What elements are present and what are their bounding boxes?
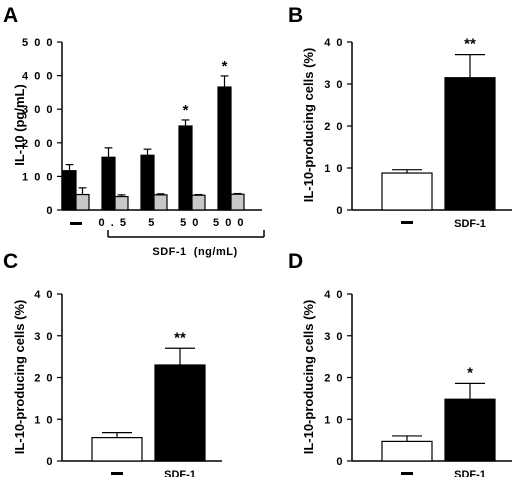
- y-tick-label-a: 1 0 0: [22, 171, 54, 183]
- y-tick-label-d: 1 0: [324, 414, 344, 426]
- y-tick-label-b: 0: [336, 205, 344, 217]
- y-axis-label-b: IL-10-producing cells (%): [301, 48, 316, 203]
- y-tick-label-b: 4 0: [324, 37, 344, 49]
- bar-a-secondary: [75, 193, 90, 211]
- y-tick-label-d: 2 0: [324, 373, 344, 385]
- category-dash-a: [70, 222, 82, 225]
- significance-marker-d: *: [467, 364, 473, 381]
- bar-a-secondary: [153, 194, 168, 211]
- y-tick-label-c: 2 0: [34, 373, 54, 385]
- bar-a-primary: [62, 170, 77, 211]
- panel-letter-b: B: [288, 4, 303, 27]
- y-tick-label-a: 5 0 0: [22, 37, 54, 49]
- bar-a-primary: [140, 154, 155, 211]
- bar-a-primary: [217, 86, 232, 211]
- bar-d: [381, 440, 433, 462]
- bar-a-primary: [101, 156, 116, 211]
- significance-marker-a: *: [222, 58, 228, 75]
- y-tick-label-d: 3 0: [324, 331, 344, 343]
- panel-letter-a: A: [3, 4, 18, 27]
- x-tick-label-b: SDF-1: [454, 218, 486, 230]
- y-tick-label-c: 0: [46, 456, 54, 468]
- y-tick-label-b: 1 0: [324, 163, 344, 175]
- bar-b: [381, 172, 433, 211]
- x-tick-label-d: SDF-1: [454, 469, 486, 477]
- y-axis-label-d: IL-10-producing cells (%): [301, 300, 316, 455]
- x-tick-label-c: SDF-1: [164, 469, 196, 477]
- panel-letter-c: C: [3, 250, 18, 273]
- y-axis-label-a: IL-10 (pg/mL): [12, 84, 27, 166]
- y-axis-label-c: IL-10-producing cells (%): [12, 300, 27, 455]
- bar-b: [444, 77, 496, 211]
- y-tick-label-d: 4 0: [324, 289, 344, 301]
- bar-c: [91, 437, 143, 462]
- bar-d: [444, 398, 496, 462]
- significance-marker-c: **: [174, 329, 186, 346]
- y-tick-label-a: 2 0 0: [22, 138, 54, 150]
- x-axis-label-a: SDF-1 (ng/mL): [152, 246, 237, 258]
- y-tick-label-b: 3 0: [324, 79, 344, 91]
- y-tick-label-a: 0: [46, 205, 54, 217]
- significance-marker-a: *: [183, 102, 189, 119]
- y-tick-label-c: 1 0: [34, 414, 54, 426]
- x-tick-label-a: 5 0: [180, 217, 200, 229]
- bar-c: [154, 364, 206, 462]
- panel-letter-d: D: [288, 250, 303, 273]
- x-tick-label-a: 0 . 5: [99, 217, 128, 229]
- category-dash-c: [111, 472, 123, 475]
- bar-a-secondary: [114, 195, 129, 211]
- y-tick-label-c: 3 0: [34, 331, 54, 343]
- bar-a-secondary: [230, 193, 245, 211]
- bar-a-secondary: [191, 194, 206, 211]
- y-tick-label-d: 0: [336, 456, 344, 468]
- y-tick-label-c: 4 0: [34, 289, 54, 301]
- category-dash-b: [401, 221, 413, 224]
- y-tick-label-a: 4 0 0: [22, 71, 54, 83]
- significance-marker-b: **: [464, 36, 476, 53]
- y-tick-label-a: 3 0 0: [22, 104, 54, 116]
- y-tick-label-b: 2 0: [324, 121, 344, 133]
- category-dash-d: [401, 472, 413, 475]
- x-tick-label-a: 5 0 0: [213, 217, 245, 229]
- bar-a-primary: [178, 125, 193, 211]
- x-tick-label-a: 5: [148, 217, 156, 229]
